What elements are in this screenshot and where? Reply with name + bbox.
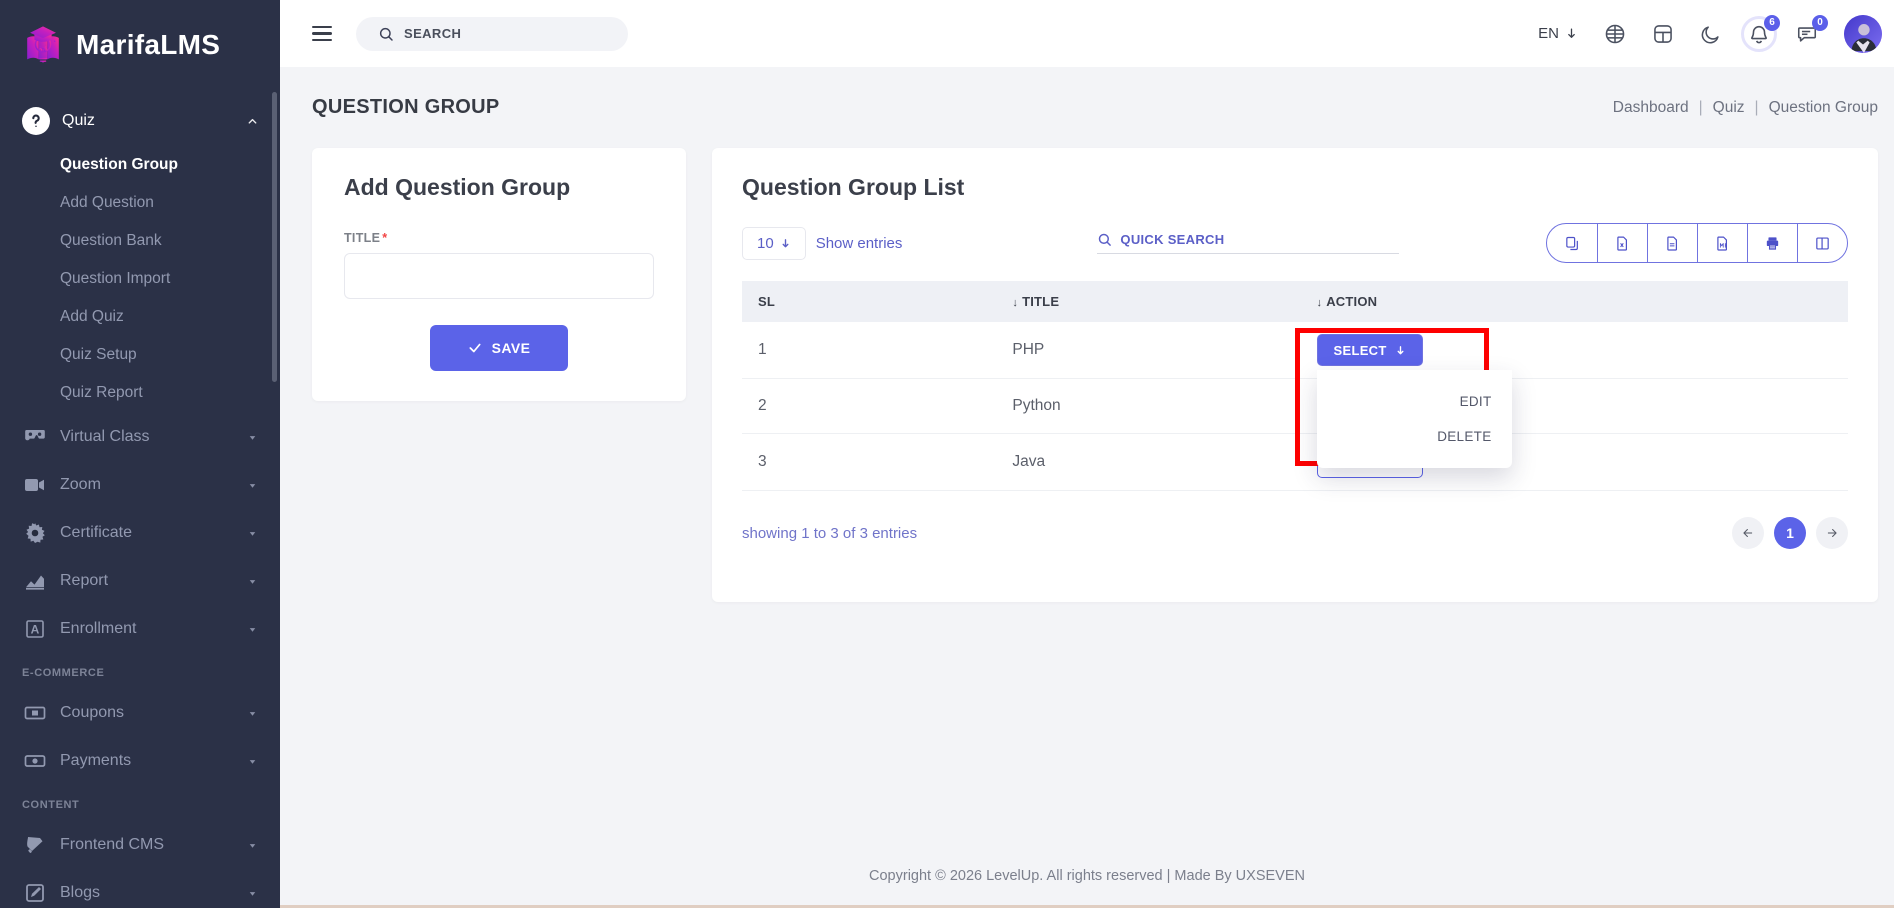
svg-text:A: A [31, 623, 40, 637]
